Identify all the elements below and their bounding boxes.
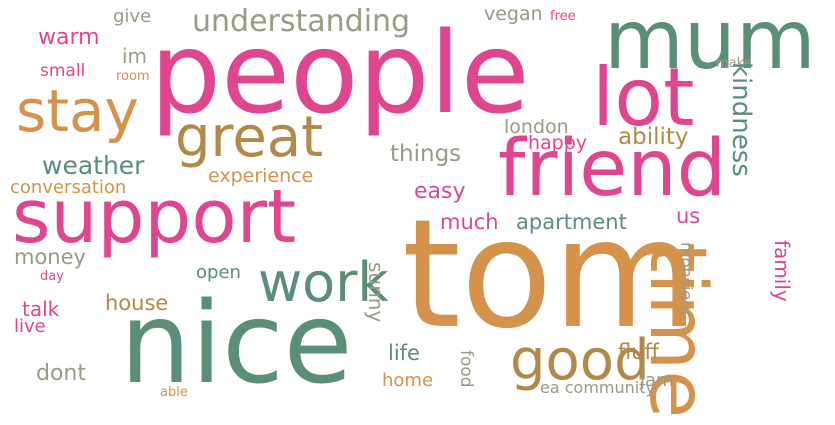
word-im: im (122, 44, 148, 68)
word-sunny: sunny (364, 262, 388, 323)
word-fluff: fluff (618, 340, 660, 364)
word-easy: easy (414, 179, 466, 204)
word-able: able (160, 385, 188, 400)
word-give: give (113, 6, 152, 27)
word-things: things (390, 141, 462, 167)
word-happy: happy (528, 132, 588, 154)
word-vegan: vegan (484, 3, 543, 25)
word-understanding: understanding (192, 4, 411, 39)
word-ability: ability (618, 124, 689, 150)
word-mum: mum (604, 0, 816, 88)
word-live: live (14, 316, 46, 337)
word-warm: warm (38, 25, 100, 50)
word-weather: weather (42, 151, 145, 180)
word-experience: experience (208, 165, 314, 187)
word-friend: friend (498, 124, 727, 214)
word-tom: tom (402, 188, 699, 362)
word-great: great (175, 105, 324, 170)
word-work: work (258, 251, 389, 314)
word-apartment: apartment (516, 210, 627, 234)
word-open: open (196, 262, 241, 283)
word-conversation: conversation (10, 177, 127, 198)
word-home: home (382, 370, 434, 391)
word-jam: jam (640, 370, 674, 391)
word-day: day (40, 269, 64, 284)
word-monsieur: monsieur (677, 242, 696, 317)
word-kindness: kindness (726, 62, 756, 177)
word-house: house (105, 291, 169, 315)
word-london: london (504, 116, 569, 138)
word-small: small (40, 61, 86, 81)
word-family: family (770, 240, 794, 302)
word-free: free (550, 9, 576, 24)
word-dont: dont (36, 361, 86, 386)
word-good: good (510, 328, 650, 393)
word-people: people (150, 9, 530, 139)
word-talk: talk (22, 297, 60, 321)
word-money: money (14, 245, 86, 269)
word-us: us (676, 204, 701, 228)
word-support: support (12, 174, 297, 260)
word-food: food (456, 350, 476, 388)
word-nice: nice (120, 279, 353, 409)
word-much: much (440, 210, 499, 234)
word-lot: lot (592, 51, 695, 144)
word-make: make (716, 56, 752, 71)
word-ea-community: ea community (540, 378, 655, 397)
word-room: room (116, 69, 150, 84)
word-stay: stay (16, 77, 139, 145)
word-life: life (388, 341, 420, 365)
